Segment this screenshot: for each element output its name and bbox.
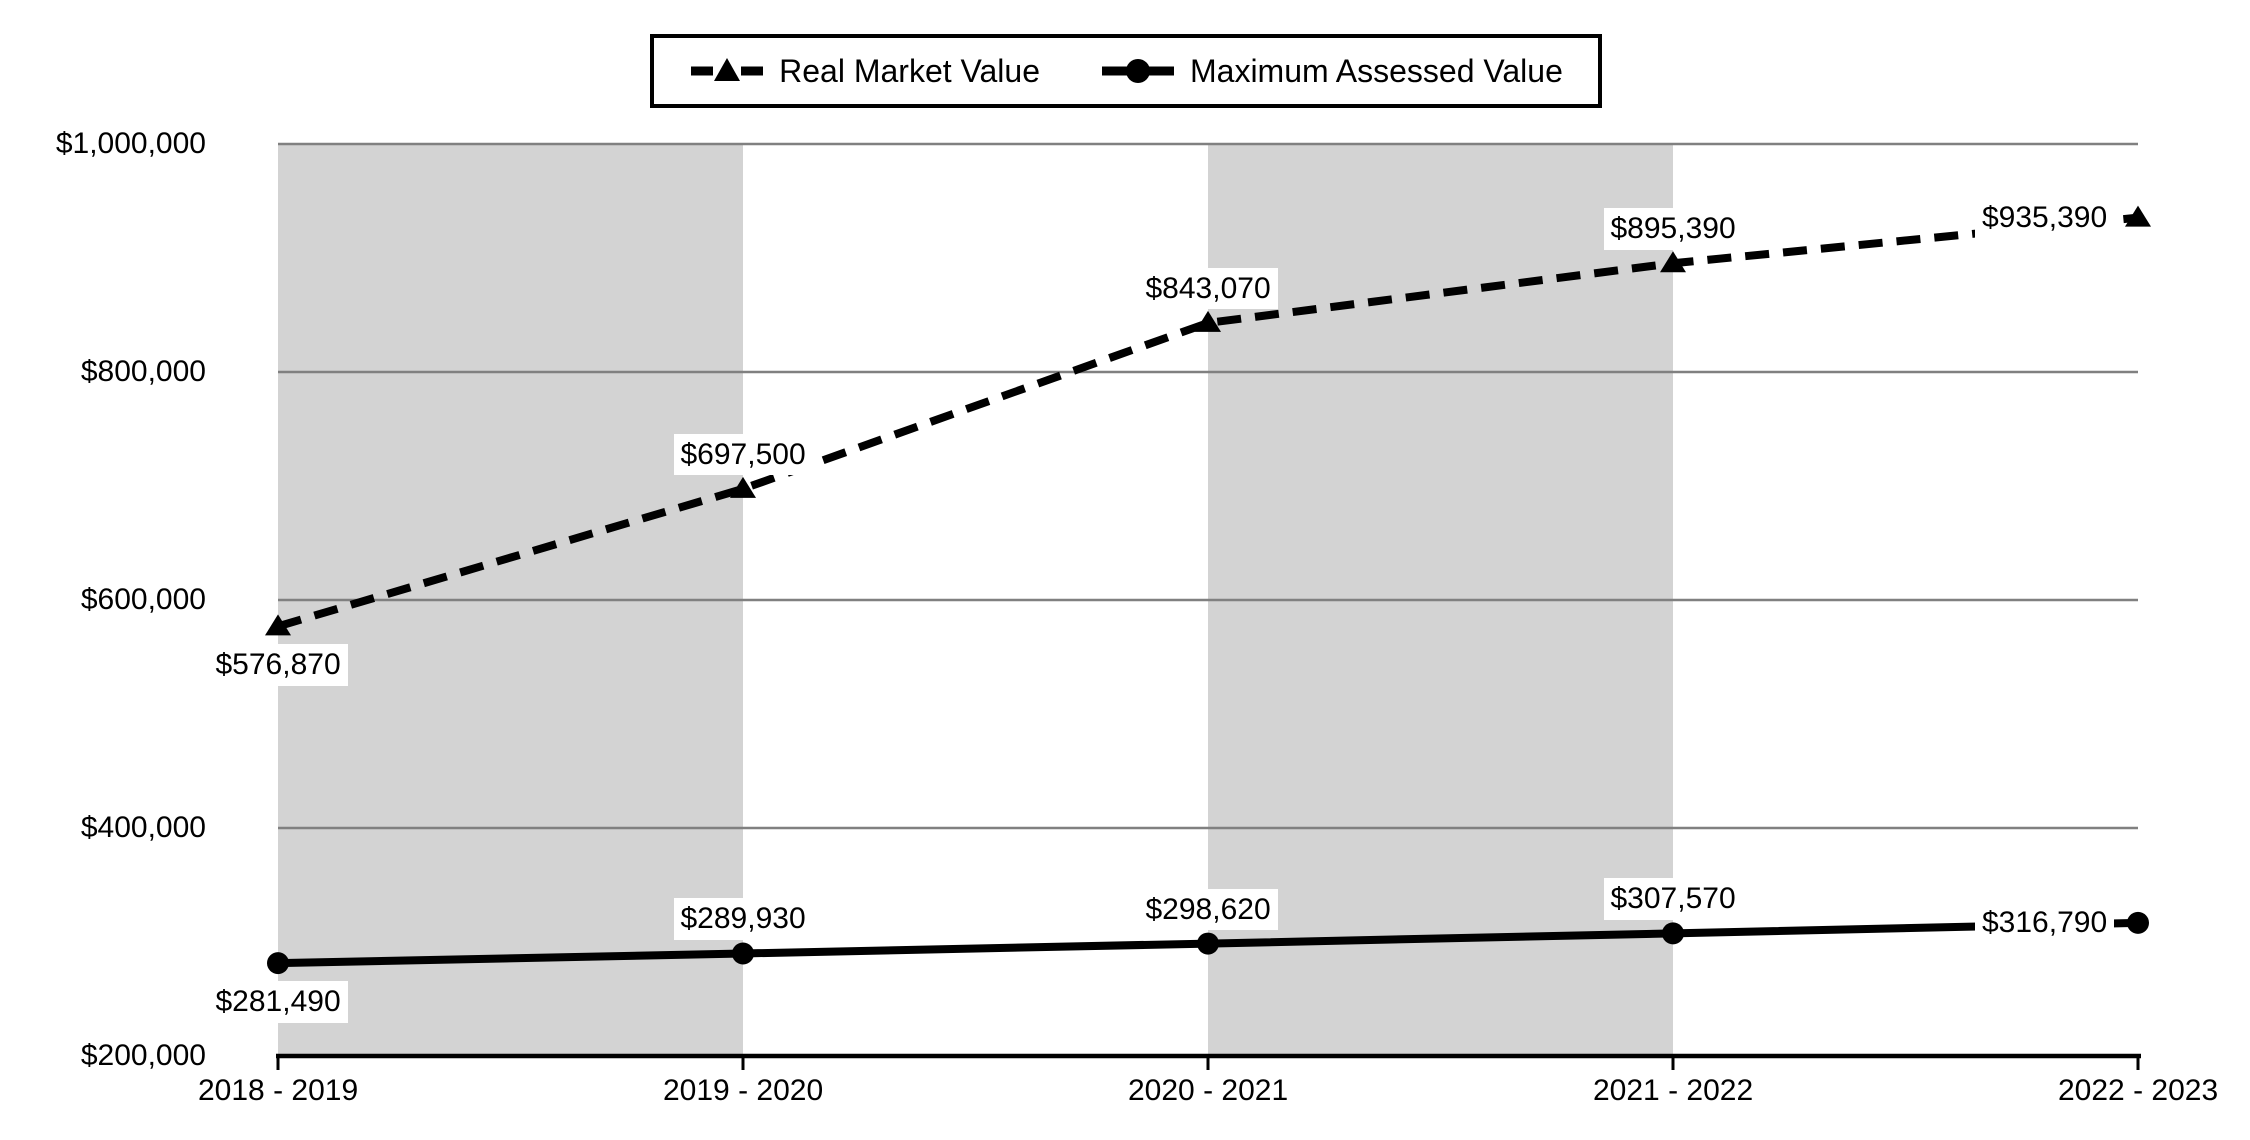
y-axis-tick-label: $200,000 bbox=[80, 1039, 206, 1072]
x-axis-tick-label: 2022 - 2023 bbox=[2058, 1074, 2219, 1107]
data-label: $281,490 bbox=[208, 981, 348, 1023]
circle-marker bbox=[1197, 932, 1219, 955]
data-label: $697,500 bbox=[673, 433, 813, 476]
triangle-marker bbox=[2125, 205, 2151, 227]
y-axis-tick-label: $800,000 bbox=[80, 355, 206, 388]
solid-line-circle-marker-icon bbox=[1101, 59, 1174, 83]
dashed-line-triangle-marker-icon bbox=[691, 58, 764, 81]
data-label: $935,390 bbox=[1975, 196, 2115, 239]
data-label: $298,620 bbox=[1138, 888, 1278, 931]
triangle-marker bbox=[265, 614, 291, 636]
legend-label-maximum-assessed-value: Maximum Assessed Value bbox=[1189, 53, 1563, 89]
data-label: $843,070 bbox=[1138, 267, 1278, 310]
triangle-marker bbox=[1195, 310, 1221, 332]
circle-marker bbox=[1662, 922, 1684, 945]
y-axis-tick-label: $1,000,000 bbox=[55, 127, 206, 160]
y-axis-tick-label: $400,000 bbox=[80, 811, 206, 844]
circle-marker bbox=[732, 942, 754, 965]
data-label: $895,390 bbox=[1603, 208, 1743, 250]
triangle-marker bbox=[1660, 251, 1686, 273]
y-axis-tick-label: $600,000 bbox=[80, 583, 206, 616]
x-axis-tick-label: 2021 - 2022 bbox=[1593, 1074, 1754, 1107]
data-label: $289,930 bbox=[673, 898, 813, 940]
triangle-marker bbox=[730, 476, 756, 498]
circle-marker bbox=[2127, 911, 2149, 934]
circle-marker bbox=[267, 952, 289, 975]
data-label: $307,570 bbox=[1603, 878, 1743, 920]
data-label: $576,870 bbox=[208, 644, 348, 686]
legend-label-real-market-value: Real Market Value bbox=[779, 53, 1040, 89]
x-axis-tick-label: 2019 - 2020 bbox=[663, 1074, 824, 1107]
data-label: $316,790 bbox=[1975, 901, 2115, 944]
legend: Real Market Value Maximum Assessed Value bbox=[650, 34, 1602, 108]
legend-item-maximum-assessed-value: Maximum Assessed Value bbox=[1100, 51, 1563, 91]
series-line-dashed bbox=[276, 213, 2139, 631]
x-axis-tick-label: 2018 - 2019 bbox=[198, 1074, 359, 1107]
legend-item-real-market-value: Real Market Value bbox=[689, 51, 1040, 91]
x-axis-tick-label: 2020 - 2021 bbox=[1128, 1074, 1289, 1107]
